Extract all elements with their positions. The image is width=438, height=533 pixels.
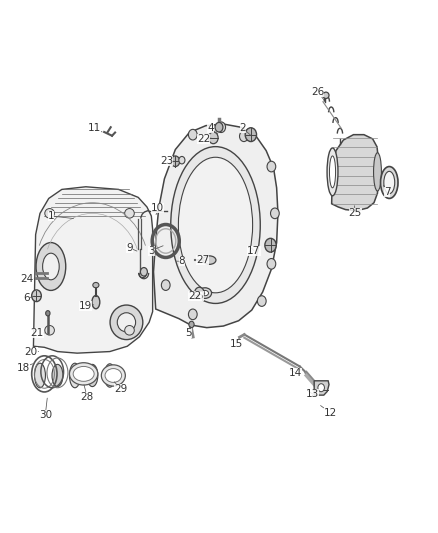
- Ellipse shape: [87, 365, 98, 386]
- Ellipse shape: [110, 305, 143, 340]
- Ellipse shape: [215, 123, 223, 132]
- Text: 26: 26: [311, 87, 324, 100]
- Ellipse shape: [203, 256, 216, 264]
- Ellipse shape: [318, 384, 325, 392]
- Text: 13: 13: [306, 389, 319, 399]
- Text: 10: 10: [151, 203, 164, 215]
- Text: 24: 24: [20, 274, 35, 284]
- Ellipse shape: [198, 288, 212, 298]
- Ellipse shape: [117, 313, 136, 332]
- Ellipse shape: [35, 363, 46, 388]
- Ellipse shape: [189, 321, 194, 328]
- Text: 28: 28: [81, 385, 94, 402]
- Polygon shape: [33, 187, 152, 353]
- Text: 19: 19: [79, 301, 94, 311]
- Text: 30: 30: [39, 398, 52, 421]
- Ellipse shape: [161, 280, 170, 290]
- Ellipse shape: [70, 363, 98, 385]
- Text: 7: 7: [383, 185, 390, 197]
- Text: 14: 14: [289, 368, 302, 378]
- Ellipse shape: [258, 296, 266, 306]
- Ellipse shape: [178, 157, 253, 293]
- Ellipse shape: [323, 92, 329, 99]
- Text: 2: 2: [240, 123, 251, 135]
- Ellipse shape: [208, 132, 218, 144]
- Text: 9: 9: [126, 243, 137, 253]
- Ellipse shape: [105, 368, 122, 382]
- Ellipse shape: [45, 208, 54, 218]
- Text: 5: 5: [185, 326, 192, 338]
- Ellipse shape: [92, 295, 100, 309]
- Ellipse shape: [93, 282, 99, 288]
- Text: 21: 21: [30, 328, 44, 338]
- Ellipse shape: [46, 311, 50, 316]
- Text: 1: 1: [48, 211, 74, 221]
- Ellipse shape: [52, 365, 63, 386]
- Text: 11: 11: [88, 123, 102, 133]
- Text: 27: 27: [196, 255, 209, 265]
- Ellipse shape: [101, 365, 125, 386]
- Ellipse shape: [42, 253, 59, 280]
- Polygon shape: [332, 135, 378, 211]
- Text: 23: 23: [160, 156, 174, 166]
- Text: 4: 4: [207, 123, 218, 134]
- Text: 15: 15: [230, 338, 243, 349]
- Ellipse shape: [245, 128, 257, 142]
- Text: 16: 16: [191, 290, 205, 301]
- Text: 18: 18: [17, 362, 32, 373]
- Text: 20: 20: [25, 346, 39, 357]
- Polygon shape: [153, 124, 278, 328]
- Ellipse shape: [70, 363, 81, 388]
- Ellipse shape: [179, 157, 185, 164]
- Ellipse shape: [104, 364, 115, 387]
- Ellipse shape: [125, 208, 134, 218]
- Ellipse shape: [171, 147, 260, 303]
- Ellipse shape: [329, 156, 336, 188]
- Ellipse shape: [240, 131, 248, 142]
- Ellipse shape: [32, 290, 41, 302]
- Text: 12: 12: [321, 406, 337, 418]
- Text: 29: 29: [114, 382, 127, 394]
- Ellipse shape: [374, 153, 381, 191]
- Ellipse shape: [217, 122, 226, 133]
- Ellipse shape: [36, 243, 66, 290]
- Ellipse shape: [384, 171, 395, 193]
- Text: 22: 22: [197, 134, 211, 144]
- Ellipse shape: [194, 287, 204, 299]
- Text: 17: 17: [247, 246, 261, 255]
- Ellipse shape: [45, 326, 54, 335]
- Ellipse shape: [201, 290, 208, 296]
- Text: 6: 6: [24, 293, 34, 303]
- Ellipse shape: [381, 166, 398, 198]
- Ellipse shape: [271, 208, 279, 219]
- Ellipse shape: [267, 259, 276, 269]
- Ellipse shape: [188, 130, 197, 140]
- Ellipse shape: [267, 161, 276, 172]
- Text: 25: 25: [349, 206, 362, 219]
- Ellipse shape: [73, 367, 94, 381]
- Ellipse shape: [265, 238, 276, 252]
- Ellipse shape: [171, 156, 180, 166]
- Polygon shape: [314, 381, 329, 395]
- Text: 3: 3: [148, 246, 163, 255]
- Ellipse shape: [327, 148, 338, 196]
- Text: 22: 22: [188, 290, 201, 301]
- Ellipse shape: [188, 309, 197, 320]
- Ellipse shape: [125, 326, 134, 335]
- Ellipse shape: [141, 268, 148, 276]
- Text: 8: 8: [177, 256, 185, 266]
